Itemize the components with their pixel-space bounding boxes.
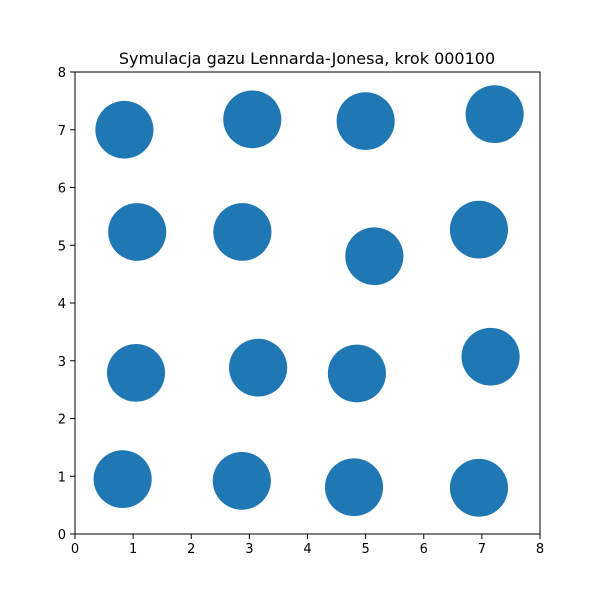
chart-title: Symulacja gazu Lennarda-Jonesa, krok 000… bbox=[119, 49, 495, 68]
y-tick-label: 0 bbox=[58, 528, 66, 543]
particle-3 bbox=[336, 92, 395, 150]
x-tick-label: 0 bbox=[71, 542, 79, 557]
particle-2 bbox=[223, 90, 282, 149]
particle-16 bbox=[449, 458, 509, 517]
y-tick-label: 8 bbox=[58, 66, 66, 81]
x-tick-label: 5 bbox=[361, 542, 369, 557]
x-tick-label: 6 bbox=[420, 542, 428, 557]
y-tick-label: 6 bbox=[58, 182, 66, 197]
y-tick-label: 2 bbox=[58, 413, 66, 428]
x-tick-label: 7 bbox=[478, 542, 486, 557]
x-tick-label: 8 bbox=[536, 542, 544, 557]
particle-15 bbox=[324, 458, 384, 517]
particle-4 bbox=[465, 85, 524, 144]
particle-5 bbox=[108, 203, 167, 261]
particle-10 bbox=[229, 338, 288, 397]
x-axis: 0 1 2 3 4 5 6 7 8 bbox=[71, 534, 544, 557]
particle-14 bbox=[212, 451, 271, 510]
particle-1 bbox=[95, 100, 154, 159]
y-tick-label: 5 bbox=[58, 239, 66, 254]
particle-9 bbox=[106, 344, 166, 402]
y-tick-label: 1 bbox=[58, 470, 66, 485]
particle-13 bbox=[93, 450, 152, 509]
x-tick-label: 3 bbox=[245, 542, 253, 557]
x-tick-label: 2 bbox=[187, 542, 195, 557]
y-tick-label: 4 bbox=[58, 297, 66, 312]
particles-layer bbox=[93, 85, 524, 517]
particle-11 bbox=[327, 344, 386, 403]
particle-8 bbox=[449, 200, 509, 259]
y-tick-label: 7 bbox=[58, 124, 66, 139]
particle-12 bbox=[461, 327, 520, 386]
x-tick-label: 1 bbox=[129, 542, 137, 557]
particle-7 bbox=[345, 227, 404, 286]
y-axis: 0 1 2 3 4 5 6 7 8 bbox=[58, 66, 75, 543]
y-tick-label: 3 bbox=[58, 355, 66, 370]
x-tick-label: 4 bbox=[303, 542, 311, 557]
particle-6 bbox=[213, 203, 272, 261]
